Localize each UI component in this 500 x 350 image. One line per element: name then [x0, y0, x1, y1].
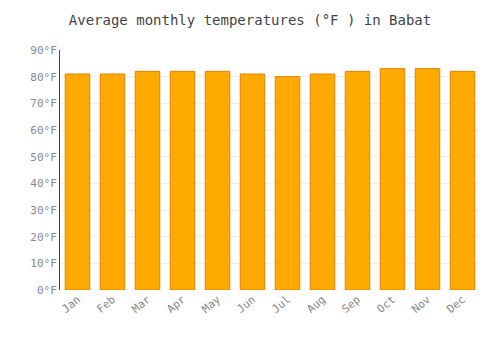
svg-text:Jul: Jul	[269, 293, 293, 316]
svg-text:Apr: Apr	[164, 293, 188, 316]
svg-text:40°F: 40°F	[30, 177, 57, 190]
svg-text:Oct: Oct	[374, 293, 398, 316]
svg-text:Dec: Dec	[444, 293, 468, 316]
svg-text:Mar: Mar	[129, 293, 153, 316]
svg-text:50°F: 50°F	[30, 151, 57, 164]
svg-text:70°F: 70°F	[30, 97, 57, 110]
svg-text:30°F: 30°F	[30, 204, 57, 217]
svg-text:Aug: Aug	[304, 293, 328, 316]
svg-text:Average monthly temperatures (: Average monthly temperatures (°F ) in Ba…	[69, 12, 431, 28]
svg-text:80°F: 80°F	[30, 71, 57, 84]
svg-text:90°F: 90°F	[30, 44, 57, 57]
svg-text:Jun: Jun	[234, 293, 258, 316]
svg-text:0°F: 0°F	[37, 284, 57, 297]
svg-text:May: May	[199, 293, 223, 316]
svg-text:60°F: 60°F	[30, 124, 57, 137]
svg-text:Sep: Sep	[339, 293, 363, 316]
svg-text:Nov: Nov	[409, 293, 433, 316]
svg-text:10°F: 10°F	[30, 257, 57, 270]
svg-text:20°F: 20°F	[30, 231, 57, 244]
svg-text:Feb: Feb	[94, 293, 118, 316]
svg-text:Jan: Jan	[59, 293, 83, 316]
